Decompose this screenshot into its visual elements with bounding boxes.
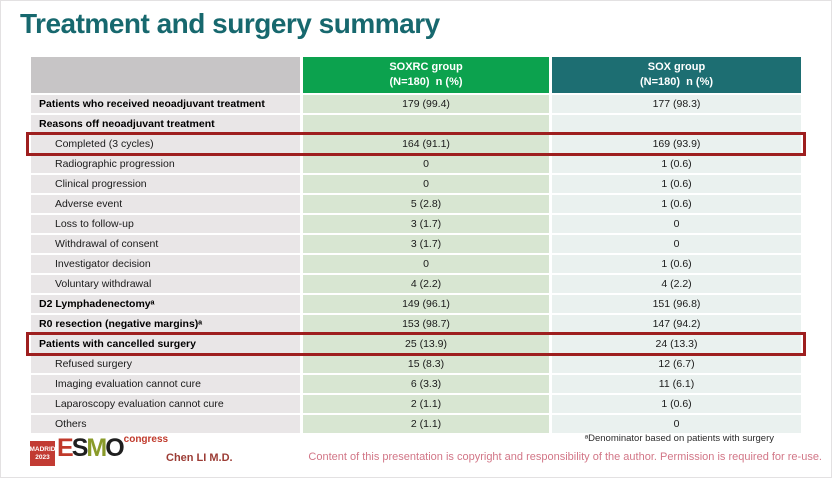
sox-value: 1 (0.6)	[552, 175, 801, 193]
row-label: Completed (3 cycles)	[31, 135, 300, 153]
soxrc-value: 0	[303, 155, 549, 173]
table-header-row: SOXRC group (N=180) n (%) SOX group (N=1…	[31, 57, 801, 93]
sox-value: 11 (6.1)	[552, 375, 801, 393]
soxrc-value: 153 (98.7)	[303, 315, 549, 333]
sox-value: 0	[552, 215, 801, 233]
soxrc-value: 0	[303, 255, 549, 273]
table-row: Loss to follow-up 3 (1.7) 0	[31, 215, 801, 233]
row-label: Clinical progression	[31, 175, 300, 193]
row-label: Withdrawal of consent	[31, 235, 300, 253]
soxrc-value: 2 (1.1)	[303, 395, 549, 413]
table-row: Clinical progression 0 1 (0.6)	[31, 175, 801, 193]
table-row: Radiographic progression 0 1 (0.6)	[31, 155, 801, 173]
row-label: D2 Lymphadenectomyᵃ	[31, 295, 300, 313]
soxrc-value: 15 (8.3)	[303, 355, 549, 373]
table-row: Imaging evaluation cannot cure 6 (3.3) 1…	[31, 375, 801, 393]
soxrc-value: 25 (13.9)	[303, 335, 549, 353]
esmo-letter-e: E	[57, 434, 74, 462]
badge-city: MADRID	[29, 445, 56, 453]
soxrc-value: 4 (2.2)	[303, 275, 549, 293]
row-label: R0 resection (negative margins)ᵃ	[31, 315, 300, 333]
congress-label: congress	[123, 434, 169, 445]
esmo-congress-logo: MADRID 2023 ESMO congress	[29, 434, 169, 466]
header-cell-sox-group: SOX group (N=180) n (%)	[552, 57, 801, 93]
badge-year: 2023	[35, 453, 50, 461]
sox-value: 151 (96.8)	[552, 295, 801, 313]
row-label: Imaging evaluation cannot cure	[31, 375, 300, 393]
row-label: Investigator decision	[31, 255, 300, 273]
soxrc-value: 6 (3.3)	[303, 375, 549, 393]
esmo-letter-o: O	[105, 434, 125, 462]
sox-value: 1 (0.6)	[552, 195, 801, 213]
table-row: Adverse event 5 (2.8) 1 (0.6)	[31, 195, 801, 213]
table-row: Withdrawal of consent 3 (1.7) 0	[31, 235, 801, 253]
table-row: Voluntary withdrawal 4 (2.2) 4 (2.2)	[31, 275, 801, 293]
summary-table: SOXRC group (N=180) n (%) SOX group (N=1…	[26, 57, 806, 435]
soxrc-value	[303, 115, 549, 133]
sox-value: 177 (98.3)	[552, 95, 801, 113]
sox-value: 169 (93.9)	[552, 135, 801, 153]
row-label: Loss to follow-up	[31, 215, 300, 233]
table-row: D2 Lymphadenectomyᵃ 149 (96.1) 151 (96.8…	[31, 295, 801, 313]
table-row: Completed (3 cycles) 164 (91.1) 169 (93.…	[26, 132, 806, 156]
soxrc-value: 3 (1.7)	[303, 235, 549, 253]
sox-value: 147 (94.2)	[552, 315, 801, 333]
copyright-notice: Content of this presentation is copyrigh…	[308, 451, 822, 463]
row-label: Patients with cancelled surgery	[31, 335, 300, 353]
table-row: Patients who received neoadjuvant treatm…	[31, 95, 801, 113]
soxrc-value: 5 (2.8)	[303, 195, 549, 213]
sox-value	[552, 115, 801, 133]
author-name: Chen LI M.D.	[166, 452, 233, 464]
sox-value: 0	[552, 415, 801, 433]
soxrc-value: 164 (91.1)	[303, 135, 549, 153]
row-label: Laparoscopy evaluation cannot cure	[31, 395, 300, 413]
sox-value: 24 (13.3)	[552, 335, 801, 353]
row-label: Reasons off neoadjuvant treatment	[31, 115, 300, 133]
table-row: Patients with cancelled surgery 25 (13.9…	[26, 332, 806, 356]
table-row: R0 resection (negative margins)ᵃ 153 (98…	[31, 315, 801, 333]
table-row: Investigator decision 0 1 (0.6)	[31, 255, 801, 273]
sox-value: 0	[552, 235, 801, 253]
row-label: Refused surgery	[31, 355, 300, 373]
sox-value: 1 (0.6)	[552, 155, 801, 173]
soxrc-value: 0	[303, 175, 549, 193]
table-row: Refused surgery 15 (8.3) 12 (6.7)	[31, 355, 801, 373]
soxrc-value: 149 (96.1)	[303, 295, 549, 313]
header-cell-soxrc-group: SOXRC group (N=180) n (%)	[303, 57, 549, 93]
sox-value: 1 (0.6)	[552, 395, 801, 413]
header-cell-empty	[31, 57, 300, 93]
sox-group-name: SOX group	[647, 61, 706, 74]
row-label: Others	[31, 415, 300, 433]
sox-value: 12 (6.7)	[552, 355, 801, 373]
esmo-letter-s: S	[71, 434, 89, 462]
sox-group-n: (N=180) n (%)	[639, 76, 714, 88]
soxrc-group-name: SOXRC group	[389, 61, 463, 74]
sox-value: 1 (0.6)	[552, 255, 801, 273]
row-label: Patients who received neoadjuvant treatm…	[31, 95, 300, 113]
soxrc-group-n: (N=180) n (%)	[389, 76, 463, 88]
table-footnote: ᵃDenominator based on patients with surg…	[584, 433, 774, 444]
page-title: Treatment and surgery summary	[20, 8, 440, 39]
row-label: Voluntary withdrawal	[31, 275, 300, 293]
soxrc-value: 179 (99.4)	[303, 95, 549, 113]
table-row: Reasons off neoadjuvant treatment	[31, 115, 801, 133]
esmo-letter-m: M	[86, 434, 107, 462]
esmo-wordmark: ESMO	[57, 434, 125, 462]
table-row: Laparoscopy evaluation cannot cure 2 (1.…	[31, 395, 801, 413]
row-label: Adverse event	[31, 195, 300, 213]
row-label: Radiographic progression	[31, 155, 300, 173]
soxrc-value: 2 (1.1)	[303, 415, 549, 433]
table-row: Others 2 (1.1) 0	[31, 415, 801, 433]
soxrc-value: 3 (1.7)	[303, 215, 549, 233]
sox-value: 4 (2.2)	[552, 275, 801, 293]
madrid-2023-badge: MADRID 2023	[29, 441, 56, 466]
